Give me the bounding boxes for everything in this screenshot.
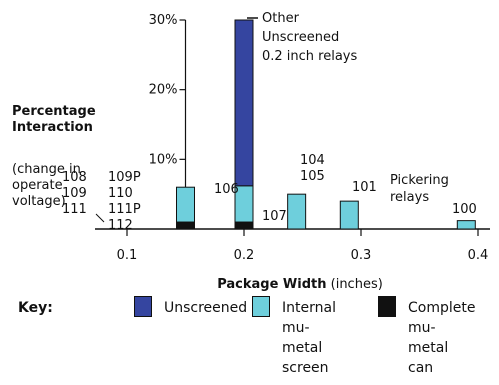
annotation-text: 100: [452, 202, 477, 217]
annotation-text: Unscreened: [262, 30, 339, 45]
x-axis-label: Package Width (inches): [217, 277, 383, 292]
annotation-text: 107: [262, 209, 287, 224]
bar-segment-internal: [287, 193, 307, 230]
annotation-text: 108: [62, 170, 87, 185]
x-tick-label: 0.2: [234, 248, 255, 263]
annotation-text: relays: [390, 190, 429, 205]
annotation-text: 104: [300, 153, 325, 168]
x-axis-label-bold: Package Width: [217, 277, 326, 292]
y-tick-label: 10%: [149, 152, 178, 167]
annotation-text: 111P: [108, 202, 141, 217]
x-tick-label: 0.4: [468, 248, 489, 263]
legend-title: Key:: [18, 300, 53, 316]
annotation-text: 109P: [108, 170, 141, 185]
annotation-text: 106: [214, 182, 239, 197]
x-axis-label-unit: (inches): [327, 277, 383, 292]
annotation-text: 0.2 inch relays: [262, 49, 358, 64]
annotation-text: Other: [262, 11, 300, 26]
x-tick-label: 0.3: [351, 248, 372, 263]
annotation-leader-111: [95, 213, 105, 223]
bar-segment-unscreened: [234, 19, 254, 187]
annotation-text: 109: [62, 186, 87, 201]
legend-label-complete-can: Complete mu-metal can: [408, 300, 476, 376]
bar-segment-internal: [456, 220, 476, 230]
y-tick-label: 20%: [149, 83, 178, 98]
annotation-text: 105: [300, 169, 325, 184]
annotation-text: 101: [352, 180, 377, 195]
annotation-text: Pickering: [390, 173, 449, 188]
bar-segment-internal: [339, 200, 359, 230]
bars: [176, 19, 476, 230]
bar-segment-can: [234, 221, 254, 230]
y-tick-label: 30%: [149, 13, 178, 28]
y-axis-note-line2: operate: [12, 178, 63, 193]
chart: 10%20%30%0.1 0.2 0.3 0.4 108109111109P11011…: [12, 11, 490, 292]
annotation-text: 111: [62, 202, 87, 217]
x-tick-label: 0.1: [117, 248, 138, 263]
legend-label-unscreened: Unscreened: [164, 300, 248, 316]
bar-segment-can: [176, 221, 195, 230]
bar-segment-internal: [176, 186, 195, 223]
legend-swatch-internal-screen: [252, 296, 270, 317]
y-axis-label-line2: Interaction: [12, 120, 93, 135]
y-axis-label-line1: Percentage: [12, 104, 96, 119]
legend-swatch-unscreened: [134, 296, 152, 317]
annotation-text: 110: [108, 186, 133, 201]
legend-swatch-complete-can: [378, 296, 396, 317]
annotation-text: 112: [108, 218, 133, 233]
tick-labels: 10% 20% 30% 0.1 0.2 0.3 0.4: [117, 13, 489, 263]
y-axis-note-line3: voltage): [12, 194, 66, 209]
legend-label-internal-screen: Internal mu-metal screen: [282, 300, 336, 376]
y-axis-note-line1: (change in: [12, 162, 81, 177]
legend: Key: Unscreened Internal mu-metal screen…: [0, 296, 499, 385]
